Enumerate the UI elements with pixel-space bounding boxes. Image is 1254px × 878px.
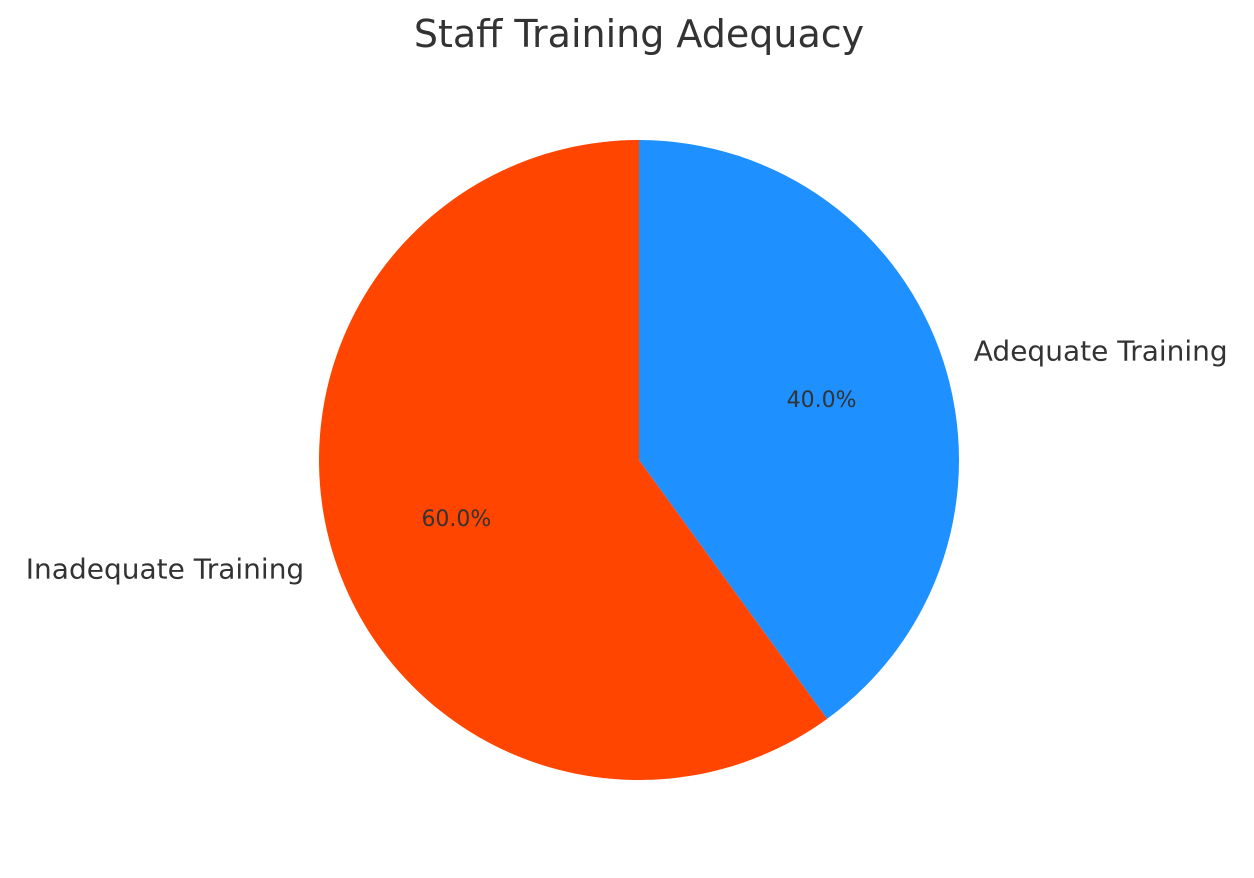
pie-slices <box>318 140 959 780</box>
slice-label: Inadequate Training <box>26 552 304 585</box>
pie-slice-adequate-training <box>639 140 959 719</box>
slice-label: Adequate Training <box>974 335 1228 368</box>
pct-label: 40.0% <box>787 388 857 413</box>
chart-title: Staff Training Adequacy <box>414 12 864 56</box>
pie-labels: 40.0% Adequate Training 60.0% Inadequate Tr… <box>26 335 1228 586</box>
pct-label: 60.0% <box>421 507 491 532</box>
pie-slice-inadequate-training <box>318 140 828 780</box>
